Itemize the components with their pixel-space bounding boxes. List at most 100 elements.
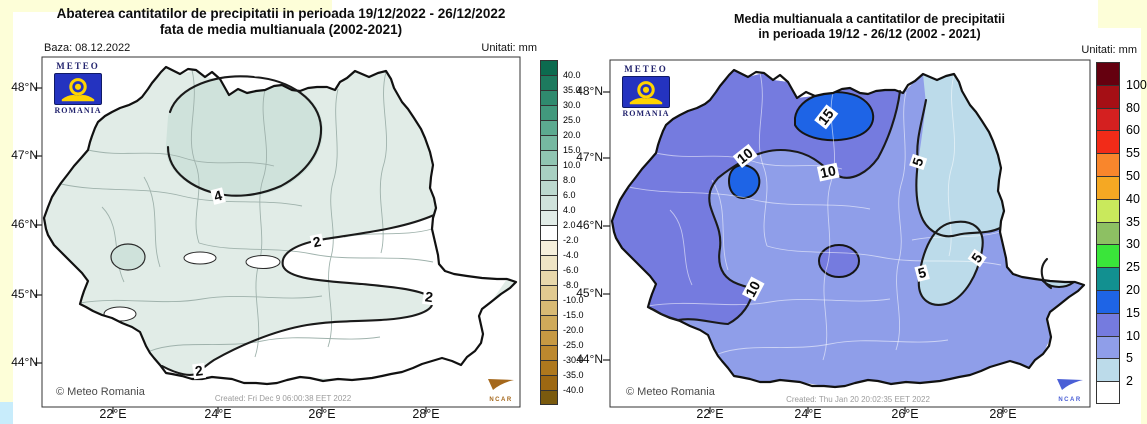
right-created-timestamp: Created: Thu Jan 20 20:02:35 EET 2022 [783, 395, 933, 404]
colorbar-label: 8.0 [563, 175, 576, 185]
edge-strip-top-right [1098, 0, 1147, 28]
colorbar-cell [1096, 221, 1120, 245]
logo-meteo-text: METEO [56, 61, 100, 71]
left-ncar-logo: NCAR [484, 378, 518, 403]
colorbar-label: -6.0 [563, 265, 579, 275]
edge-strip-right [1141, 0, 1147, 424]
colorbar-cell [1096, 358, 1120, 382]
colorbar-label: 30 [1126, 237, 1140, 252]
logo-romania-text: ROMANIA [54, 106, 102, 115]
left-title-line1: Abaterea cantitatilor de precipitatii in… [56, 6, 506, 21]
colorbar-label: -8.0 [563, 280, 579, 290]
colorbar-cell [1096, 176, 1120, 199]
colorbar-cell [540, 300, 558, 315]
x-axis-label: 26°E [891, 407, 919, 421]
colorbar-cell [1096, 153, 1120, 176]
left-copyright: © Meteo Romania [56, 386, 145, 398]
colorbar-cell [540, 105, 558, 120]
right-band-15-20-blob-west [727, 164, 761, 200]
colorbar-cell [540, 75, 558, 90]
colorbar-cell [540, 120, 558, 135]
right-axis-ticks [603, 91, 1004, 414]
y-axis-label: 44°N [576, 352, 603, 366]
colorbar-cell [1096, 290, 1120, 313]
y-axis-label: 45°N [11, 287, 38, 301]
right-units-label: Unitati: mm [1081, 44, 1137, 56]
x-axis-label: 26°E [308, 407, 336, 421]
y-axis-label: 48°N [576, 84, 603, 98]
colorbar-cell [540, 60, 558, 75]
meteo-omega-icon [61, 77, 95, 101]
colorbar-label: -30.0 [563, 355, 584, 365]
colorbar-label: -2.0 [563, 235, 579, 245]
colorbar-cell [540, 225, 558, 240]
y-axis-label: 47°N [11, 148, 38, 162]
x-axis-label: 28°E [412, 407, 440, 421]
colorbar-cell [540, 345, 558, 360]
colorbar-label: -10.0 [563, 295, 584, 305]
colorbar-cell [540, 165, 558, 180]
y-axis-label: 44°N [11, 355, 38, 369]
colorbar-label: 2.0 [563, 220, 576, 230]
colorbar-cell [540, 375, 558, 390]
colorbar-label: 60 [1126, 123, 1140, 138]
right-title-line1: Media multianuala a cantitatilor de prec… [734, 12, 1005, 26]
colorbar-cell [540, 210, 558, 225]
colorbar-label: 4.0 [563, 205, 576, 215]
colorbar-label: 30.0 [563, 100, 581, 110]
colorbar-label: 25.0 [563, 115, 581, 125]
right-copyright: © Meteo Romania [626, 386, 715, 398]
colorbar-cell [540, 390, 558, 405]
left-axis-ticks [35, 87, 427, 414]
right-map [603, 59, 1091, 414]
colorbar-label: 10 [1126, 328, 1140, 343]
colorbar-label: 20 [1126, 283, 1140, 297]
left-created-timestamp: Created: Fri Dec 9 06:00:38 EET 2022 [211, 394, 355, 403]
colorbar-label: 55 [1126, 146, 1140, 161]
colorbar-cell [1096, 244, 1120, 268]
colorbar-label: 15.0 [563, 145, 581, 155]
right-romania-border [610, 68, 1086, 389]
colorbar-label: -35.0 [563, 370, 584, 380]
colorbar-cell [1096, 267, 1120, 290]
y-axis-label: 46°N [576, 218, 603, 232]
logo-meteo-text: METEO [624, 64, 668, 74]
y-axis-label: 46°N [11, 217, 38, 231]
x-axis-label: 22°E [99, 407, 127, 421]
ncar-label: NCAR [489, 397, 513, 403]
left-closed-2-contour-oval [245, 255, 281, 269]
right-band-10-15-blob-center [818, 244, 860, 278]
edge-strip-left [0, 0, 13, 402]
colorbar-label: 80 [1126, 100, 1140, 115]
colorbar-cell [1096, 84, 1120, 108]
colorbar-cell [1096, 335, 1120, 359]
y-axis-label: 45°N [576, 286, 603, 300]
left-baza-label: Baza: 08.12.2022 [44, 42, 131, 54]
colorbar-label: 40 [1126, 191, 1140, 206]
right-title-line2: in perioada 19/12 - 26/12 (2002 - 2021) [758, 26, 981, 41]
ncar-label: NCAR [1058, 397, 1082, 403]
colorbar-label: 15 [1126, 305, 1140, 320]
colorbar-label: 40.0 [563, 70, 581, 80]
colorbar-cell [540, 90, 558, 105]
colorbar-label: 10.0 [563, 160, 581, 170]
colorbar-cell [1096, 107, 1120, 131]
colorbar-label: 50 [1126, 169, 1140, 183]
logo-emblem [622, 76, 670, 108]
edge-strip-bottom-left-blue [0, 402, 13, 424]
x-axis-label: 22°E [696, 407, 724, 421]
left-romania-border [42, 65, 518, 386]
colorbar-cell [540, 360, 558, 375]
colorbar-label: 5 [1126, 351, 1133, 366]
colorbar-cell [1096, 130, 1120, 154]
colorbar-cell [540, 240, 558, 255]
logo-romania-text: ROMANIA [622, 109, 670, 118]
x-axis-label: 24°E [204, 407, 232, 421]
left-white-below-2-fill [154, 215, 507, 384]
colorbar-cell [1096, 62, 1120, 85]
x-axis-label: 28°E [989, 407, 1017, 421]
colorbar-label: 35.0 [563, 85, 581, 95]
left-panel-title: Abaterea cantitatilor de precipitatii in… [6, 6, 556, 38]
right-band-2-5-fill-central [918, 221, 983, 305]
